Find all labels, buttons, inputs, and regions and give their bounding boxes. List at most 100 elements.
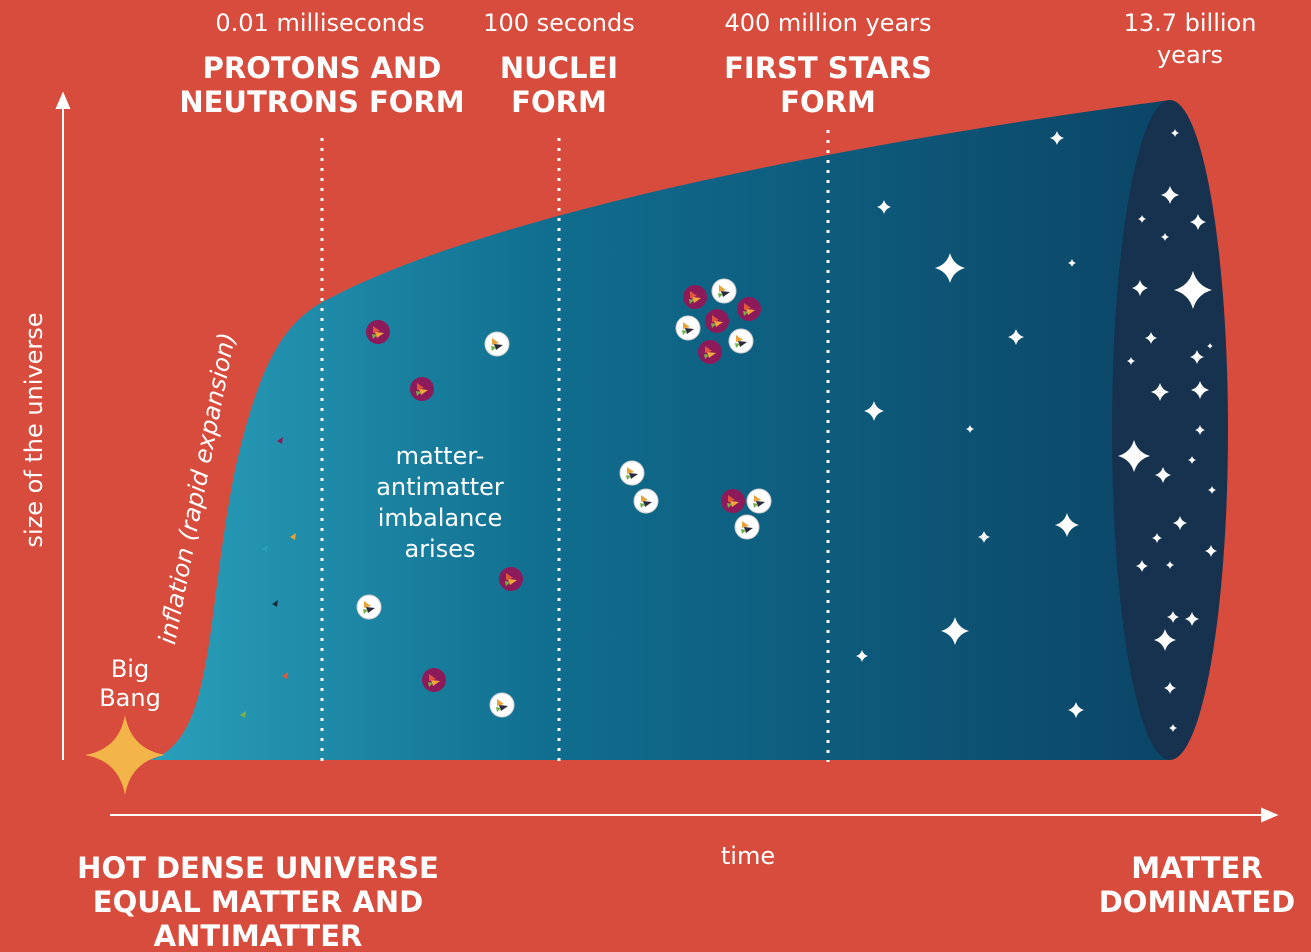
quark — [431, 680, 440, 686]
quark — [756, 501, 765, 507]
quark — [419, 389, 428, 395]
star — [1068, 702, 1084, 718]
star — [856, 650, 868, 662]
quark — [683, 322, 690, 329]
milestone-label: FIRST STARS — [724, 51, 932, 85]
antimatter-particle — [356, 594, 382, 620]
star — [1152, 533, 1162, 543]
quark — [373, 326, 380, 333]
star — [1173, 516, 1187, 530]
milestone-time: 400 million years — [724, 9, 931, 37]
quark — [689, 299, 694, 304]
quark — [262, 545, 268, 552]
star — [1188, 456, 1196, 464]
start-state: HOT DENSE UNIVERSE — [77, 851, 439, 885]
quark — [736, 335, 743, 342]
star — [1138, 215, 1146, 223]
imbalance-label: arises — [404, 535, 475, 563]
star — [941, 617, 969, 645]
quark — [719, 285, 726, 292]
quark — [730, 501, 739, 507]
star — [1169, 724, 1177, 732]
matter-particle — [721, 489, 745, 513]
quark — [711, 323, 716, 328]
milestone-label: NUCLEI — [500, 51, 618, 85]
quark — [705, 346, 712, 353]
star — [1151, 383, 1169, 401]
star — [877, 200, 891, 214]
quark — [506, 573, 513, 580]
quark — [728, 495, 735, 502]
matter-particle — [366, 320, 390, 344]
quark — [741, 529, 746, 534]
big-bang-label: Big — [111, 655, 149, 683]
star — [1190, 350, 1204, 364]
stars — [856, 129, 1217, 732]
quark — [707, 352, 716, 358]
antimatter-particle — [746, 488, 772, 514]
quark — [641, 495, 648, 502]
particles — [240, 278, 772, 718]
quark — [704, 354, 709, 359]
quark — [746, 309, 755, 315]
star — [1167, 611, 1179, 623]
milestone-label: FORM — [511, 85, 607, 119]
star — [1166, 561, 1174, 569]
quark — [505, 581, 510, 586]
quark — [366, 607, 375, 613]
star — [1154, 629, 1176, 651]
matter-particle — [705, 309, 729, 333]
matter-particle — [499, 567, 523, 591]
star — [864, 401, 884, 421]
big-bang-label: Bang — [99, 684, 161, 712]
star — [1127, 357, 1135, 365]
quark — [417, 383, 424, 390]
quark — [744, 303, 751, 310]
quark — [754, 495, 761, 502]
quark — [416, 391, 421, 396]
quark — [712, 315, 719, 322]
antimatter-particle — [489, 692, 515, 718]
axes — [55, 91, 1279, 823]
big-bang-star — [85, 715, 165, 795]
milestone-label: FORM — [780, 85, 876, 119]
antimatter-particle — [711, 278, 737, 304]
quark — [629, 473, 638, 479]
star — [978, 531, 990, 543]
imbalance-label: matter- — [396, 442, 485, 470]
imbalance-label: imbalance — [378, 504, 503, 532]
star — [1171, 129, 1179, 137]
star — [1118, 440, 1150, 472]
end-state: DOMINATED — [1099, 885, 1296, 919]
quark — [428, 682, 433, 687]
antimatter-particle — [734, 514, 760, 540]
quark — [491, 346, 496, 351]
quark — [753, 503, 758, 508]
matter-particle — [683, 285, 707, 309]
quark — [277, 437, 283, 444]
quark — [742, 521, 749, 528]
star — [1205, 545, 1217, 557]
quark — [492, 338, 499, 345]
quark — [499, 705, 508, 711]
quark — [743, 311, 748, 316]
star — [1161, 233, 1169, 241]
milestone-time: 13.7 billion — [1124, 9, 1257, 37]
star — [1207, 343, 1213, 349]
universe-shape — [150, 100, 1170, 760]
quark — [364, 601, 371, 608]
star — [1161, 186, 1179, 204]
quark — [744, 527, 753, 533]
star — [1008, 329, 1024, 345]
quark — [727, 503, 732, 508]
quark — [735, 343, 740, 348]
star — [966, 425, 974, 433]
star — [1055, 513, 1079, 537]
quark — [721, 291, 730, 297]
end-state: MATTER — [1131, 851, 1262, 885]
star — [1191, 381, 1209, 399]
quark — [363, 609, 368, 614]
quark — [508, 579, 517, 585]
milestone-lines — [320, 130, 830, 762]
milestone-time: 0.01 milliseconds — [215, 9, 424, 37]
